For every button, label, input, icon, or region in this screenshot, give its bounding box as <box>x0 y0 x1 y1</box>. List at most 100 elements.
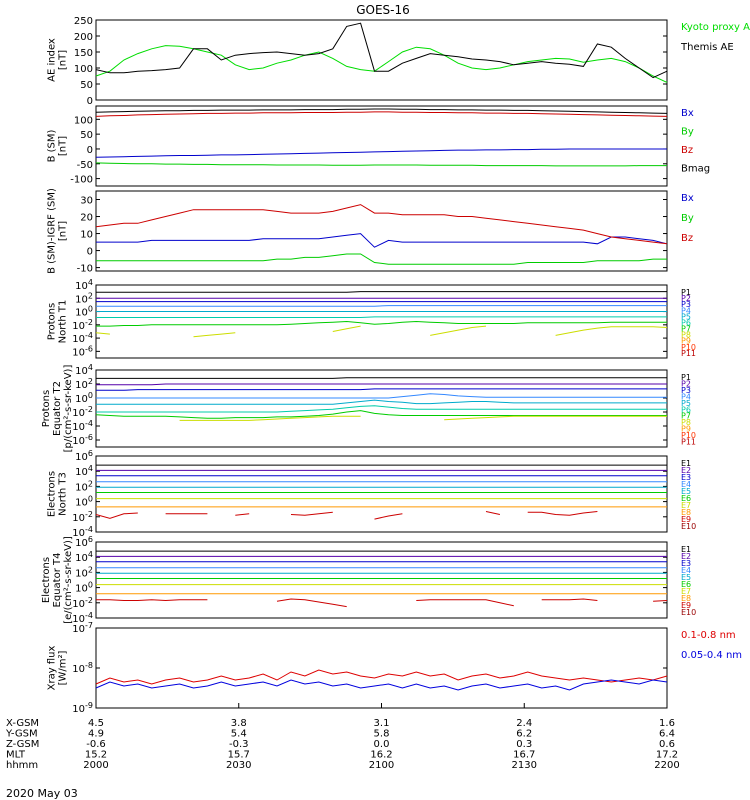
y-tick-label: 10-2 <box>72 596 93 610</box>
legend-entry: E10 <box>681 522 696 531</box>
y-axis-label: Electrons <box>47 471 58 517</box>
series-line-themis-ae <box>95 22 668 79</box>
date-label: 2020 May 03 <box>6 787 78 800</box>
legend-entry: P9 <box>681 425 691 434</box>
x-row-value: 15.2 <box>85 750 107 761</box>
y-tick-label: 100 <box>75 305 93 319</box>
legend-entry: P6 <box>681 405 691 414</box>
y-axis-label: Protons <box>47 303 58 340</box>
y-tick-label: 10-4 <box>72 525 93 539</box>
y-axis-label: [p/(cm²-s-sr-keV)] <box>63 365 74 453</box>
x-row-value: 2030 <box>226 760 251 771</box>
legend-entry: P7 <box>681 325 691 334</box>
y-tick-label: 0 <box>87 247 93 258</box>
legend-entry: E9 <box>681 601 691 610</box>
series-line-e9 <box>96 598 668 608</box>
x-row-value: 1.6 <box>659 718 675 729</box>
legend-entry: E1 <box>681 459 691 468</box>
y-axis-label: Xray flux <box>47 646 58 691</box>
series-line-p4 <box>96 305 667 307</box>
series-line-bx <box>96 233 668 248</box>
y-axis-label: Equator T4 <box>52 553 63 608</box>
y-tick-label: 10-2 <box>72 405 93 419</box>
y-tick-label: 10-4 <box>72 611 93 625</box>
legend-entry: E2 <box>681 552 691 561</box>
panel-frame <box>95 369 668 448</box>
series-line-bz <box>95 204 668 245</box>
series-line-0-1-0-8-nm <box>95 669 668 685</box>
legend-entry: P5 <box>681 312 691 321</box>
x-row-value: 17.2 <box>656 750 678 761</box>
panel-frame <box>95 627 668 709</box>
legend-entry: E6 <box>681 580 691 589</box>
x-row-value: 2100 <box>369 760 394 771</box>
legend-entry: P9 <box>681 337 691 346</box>
x-row-value: 2.4 <box>516 718 532 729</box>
legend-entry: E8 <box>681 508 691 517</box>
series-line-e9 <box>96 512 625 520</box>
y-axis-label: B (SM)-IGRF (SM) <box>47 188 58 274</box>
y-tick-label: 100 <box>74 64 93 75</box>
y-tick-label: 104 <box>75 363 93 377</box>
panel-frame <box>95 105 668 187</box>
panel-7: 10-7 10-8 10-9 Xray flux [W/m²] 0.1-0.8 nm 0.0… <box>47 621 743 715</box>
y-tick-label: 100 <box>75 581 93 595</box>
x-row-value: 2200 <box>654 760 679 771</box>
series-line-by <box>96 253 667 265</box>
legend-entry: P11 <box>681 438 696 447</box>
legend-entry: Bz <box>681 145 693 156</box>
legend-entry: Bx <box>681 193 694 204</box>
legend-entry: E5 <box>681 487 691 496</box>
y-axis-label: [nT] <box>58 50 69 70</box>
x-row-label: hhmm <box>6 760 38 771</box>
series-line-p6 <box>96 316 667 318</box>
panel-1: -100 -50 0 50 100 B (SM) [nT] Bx By Bz Bmag <box>47 105 710 187</box>
panel-frame <box>95 190 668 272</box>
legend-entry: P2 <box>681 379 691 388</box>
legend-entry: P7 <box>681 412 691 421</box>
x-row-value: 6.4 <box>659 729 675 740</box>
y-tick-label: 30 <box>80 196 93 207</box>
legend-entry: E3 <box>681 473 691 482</box>
y-tick-label: -10 <box>77 264 93 275</box>
y-tick-label: 104 <box>75 464 93 478</box>
y-axis-label: [nT] <box>58 221 69 241</box>
series-line-p1 <box>96 377 667 379</box>
y-tick-label: 10-9 <box>72 701 93 715</box>
y-tick-label: 102 <box>75 291 93 305</box>
series-line-p6 <box>96 405 667 413</box>
series-line-p1 <box>96 291 667 293</box>
x-row-value: 6.2 <box>516 729 532 740</box>
y-tick-label: 102 <box>75 479 93 493</box>
y-tick-label: 0 <box>87 96 93 107</box>
legend-entry: E3 <box>681 559 691 568</box>
y-tick-label: 104 <box>75 550 93 564</box>
legend-entry: P1 <box>681 373 691 382</box>
series-line-p8 <box>95 325 668 338</box>
y-axis-label: [nT] <box>58 136 69 156</box>
x-row-value: 4.5 <box>88 718 104 729</box>
y-tick-label: 104 <box>75 278 93 292</box>
series-line-by <box>95 162 667 167</box>
legend-entry: 0.05-0.4 nm <box>681 650 742 661</box>
y-tick-label: 10-6 <box>72 344 93 358</box>
legend-entry: E1 <box>681 545 691 554</box>
legend-entry: E7 <box>681 501 691 510</box>
series-line-p7 <box>95 410 667 419</box>
y-tick-label: 10-4 <box>72 419 93 433</box>
y-axis-label: [W/m²] <box>58 650 69 685</box>
x-row-value: 3.8 <box>231 718 247 729</box>
x-row-value: 16.2 <box>370 750 392 761</box>
legend-entry: P4 <box>681 306 691 315</box>
x-row-value: 15.7 <box>228 750 250 761</box>
x-row-value: 2000 <box>83 760 108 771</box>
x-row-value: -0.6 <box>86 739 106 750</box>
legend-entry: E2 <box>681 466 691 475</box>
legend-entry: P2 <box>681 294 691 303</box>
legend-entry: P5 <box>681 399 691 408</box>
panel-0: 0 50 100 150 200 250 AE index [nT] Kyoto proxy A… <box>47 16 750 107</box>
